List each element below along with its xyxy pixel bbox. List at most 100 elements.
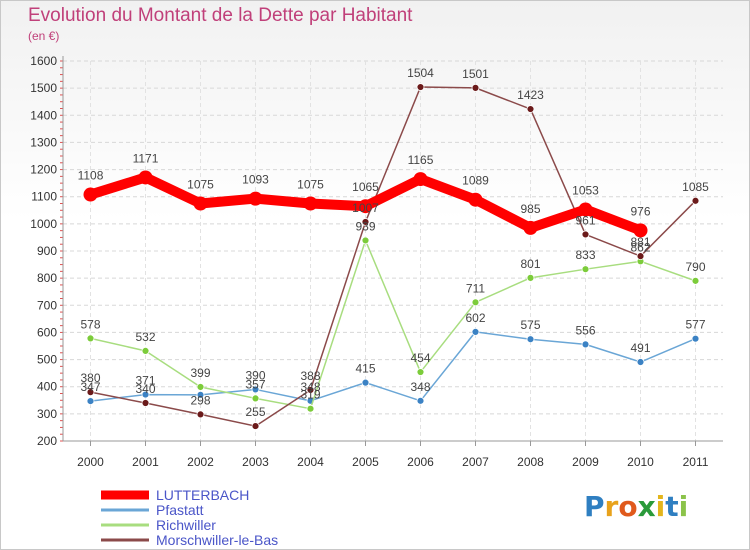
- y-tick-label: 400: [37, 380, 57, 394]
- data-label: 602: [465, 311, 485, 325]
- chart-unit-label: (en €): [28, 29, 60, 43]
- data-label: 1504: [407, 66, 434, 80]
- data-label: 491: [630, 341, 650, 355]
- data-label: 532: [135, 330, 155, 344]
- x-tick-label: 2005: [352, 455, 379, 469]
- data-label: 319: [300, 388, 320, 402]
- data-label: 556: [575, 323, 595, 337]
- logo-letter: r: [604, 490, 619, 523]
- data-label: 862: [630, 240, 650, 254]
- data-label: 711: [466, 281, 485, 295]
- data-point: [251, 385, 260, 394]
- data-label: 340: [135, 382, 155, 396]
- data-label: 348: [410, 380, 430, 394]
- data-label: 833: [575, 248, 595, 262]
- data-point: [416, 396, 425, 405]
- x-tick-label: 2000: [77, 455, 104, 469]
- x-tick-label: 2009: [572, 455, 599, 469]
- data-label: 357: [245, 377, 265, 391]
- data-point: [196, 390, 205, 399]
- data-point: [251, 422, 260, 430]
- data-label: 298: [190, 393, 210, 407]
- data-point: [248, 191, 263, 206]
- data-point: [578, 202, 593, 217]
- logo-letter: i: [678, 490, 689, 523]
- series-line-pfastatt: [89, 331, 697, 402]
- data-label: 1108: [78, 169, 104, 183]
- legend-label: Richwiller: [156, 517, 216, 533]
- data-point: [471, 298, 480, 307]
- data-point: [141, 399, 150, 407]
- y-tick-label: 200: [37, 434, 57, 448]
- data-label: 801: [520, 257, 540, 271]
- y-tick-label: 1500: [30, 81, 57, 95]
- x-tick-label: 2010: [627, 455, 654, 469]
- data-point: [141, 390, 150, 399]
- logo-letter: t: [665, 490, 679, 523]
- data-label: 380: [80, 371, 100, 385]
- data-label: 1065: [352, 180, 379, 194]
- data-point: [141, 346, 150, 355]
- data-label: 976: [630, 204, 650, 218]
- data-point: [196, 383, 205, 391]
- data-label: 399: [190, 366, 210, 380]
- data-label: 347: [80, 380, 100, 394]
- data-point: [303, 196, 318, 211]
- data-label: 1085: [682, 180, 709, 194]
- legend-label: Pfastatt: [156, 502, 204, 518]
- data-point: [416, 368, 425, 376]
- data-label: 790: [685, 260, 705, 274]
- data-label: 1007: [352, 201, 379, 215]
- x-tick-label: 2007: [462, 455, 489, 469]
- data-point: [526, 105, 535, 113]
- y-tick-label: 1600: [30, 54, 57, 68]
- data-label: 575: [520, 318, 540, 332]
- data-label: 939: [355, 219, 375, 233]
- data-label: 881: [630, 235, 650, 249]
- data-label: 578: [80, 317, 100, 331]
- data-point: [633, 223, 648, 238]
- data-point: [86, 388, 95, 397]
- data-point: [581, 340, 590, 349]
- x-tick-label: 2004: [297, 455, 324, 469]
- x-tick-label: 2006: [407, 455, 434, 469]
- legend-label: LUTTERBACH: [156, 487, 249, 503]
- data-label: 371: [135, 374, 155, 388]
- proxiti-logo: Proxiti: [584, 490, 688, 523]
- data-label: 1075: [187, 178, 214, 192]
- data-point: [581, 230, 590, 239]
- data-label: 348: [300, 380, 320, 394]
- data-point: [138, 170, 153, 185]
- data-point: [251, 394, 260, 403]
- data-label: 1089: [462, 174, 489, 188]
- data-label: 390: [245, 368, 265, 382]
- data-point: [83, 187, 98, 202]
- legend-label: Morschwiller-le-Bas: [156, 532, 278, 548]
- data-point: [196, 410, 205, 419]
- data-label: 415: [355, 362, 375, 376]
- data-point: [468, 192, 483, 207]
- data-label: 1093: [242, 173, 269, 187]
- y-tick-label: 1100: [31, 190, 57, 204]
- y-tick-label: 900: [37, 244, 57, 258]
- data-label: 1423: [517, 88, 544, 102]
- data-point: [523, 220, 538, 235]
- data-point: [526, 335, 535, 344]
- data-point: [413, 172, 428, 187]
- data-label: 1501: [462, 67, 489, 81]
- data-point: [361, 218, 370, 226]
- data-point: [86, 397, 95, 406]
- chart-title: Evolution du Montant de la Dette par Hab…: [28, 5, 413, 26]
- y-tick-label: 1200: [30, 163, 57, 177]
- y-tick-label: 700: [37, 298, 57, 312]
- data-label: 961: [575, 213, 595, 227]
- data-label: 1075: [297, 178, 324, 192]
- data-point: [691, 276, 700, 285]
- data-point: [306, 404, 315, 413]
- data-point: [636, 252, 645, 261]
- data-label: 1053: [572, 183, 599, 197]
- logo-letter: o: [618, 490, 638, 523]
- series-line-richwiller: [89, 239, 697, 410]
- data-label: 985: [520, 202, 540, 216]
